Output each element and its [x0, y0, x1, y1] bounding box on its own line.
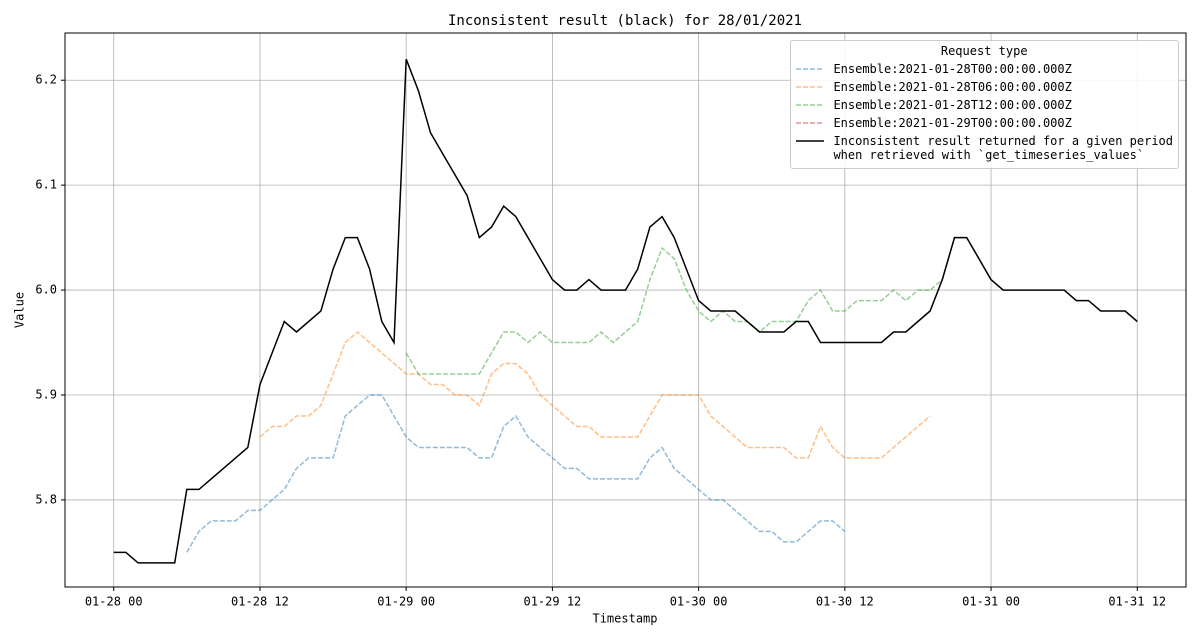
y-axis-label: Value: [13, 292, 27, 328]
x-tick-label: 01-29 12: [523, 595, 581, 609]
series-line: [259, 331, 931, 459]
legend-entry: Inconsistent result returned for a given…: [795, 134, 1173, 162]
series-line: [405, 236, 992, 375]
legend-label: Ensemble:2021-01-28T06:00:00.000Z: [833, 80, 1072, 94]
legend-label: Ensemble:2021-01-28T12:00:00.000Z: [833, 98, 1072, 112]
series-line: [186, 394, 846, 553]
legend-label: Ensemble:2021-01-29T00:00:00.000Z: [833, 116, 1072, 130]
legend: Request type Ensemble:2021-01-28T00:00:0…: [790, 40, 1179, 169]
x-tick-label: 01-29 00: [377, 595, 435, 609]
x-tick-label: 01-31 00: [962, 595, 1020, 609]
y-tick-label: 5.8: [35, 492, 57, 506]
legend-entry: Ensemble:2021-01-28T12:00:00.000Z: [795, 98, 1173, 112]
x-tick-label: 01-30 12: [816, 595, 874, 609]
legend-swatch: [796, 140, 825, 142]
legend-swatch: [796, 68, 825, 70]
legend-entry: Ensemble:2021-01-28T06:00:00.000Z: [795, 80, 1173, 94]
legend-swatch: [796, 86, 825, 88]
x-tick-label: 01-28 12: [231, 595, 289, 609]
legend-label: Ensemble:2021-01-28T00:00:00.000Z: [833, 62, 1072, 76]
chart-title: Inconsistent result (black) for 28/01/20…: [448, 13, 802, 29]
legend-title: Request type: [940, 44, 1028, 58]
x-tick-label: 01-28 00: [85, 595, 143, 609]
x-tick-label: 01-30 00: [670, 595, 728, 609]
plot-frame: [64, 32, 1187, 588]
y-tick-label: 5.9: [35, 387, 57, 401]
y-tick-label: 6.0: [35, 283, 57, 297]
x-axis-label: Timestamp: [592, 612, 657, 626]
x-tick-label: 01-31 12: [1108, 595, 1166, 609]
y-tick-label: 6.2: [35, 73, 57, 87]
legend-label: Inconsistent result returned for a given…: [833, 134, 1173, 162]
legend-swatch: [796, 104, 825, 106]
legend-swatch: [796, 122, 825, 124]
series-line: [113, 58, 1138, 564]
legend-entry: Ensemble:2021-01-29T00:00:00.000Z: [795, 116, 1173, 130]
y-tick-label: 6.1: [35, 178, 57, 192]
legend-entry: Ensemble:2021-01-28T00:00:00.000Z: [795, 62, 1173, 76]
